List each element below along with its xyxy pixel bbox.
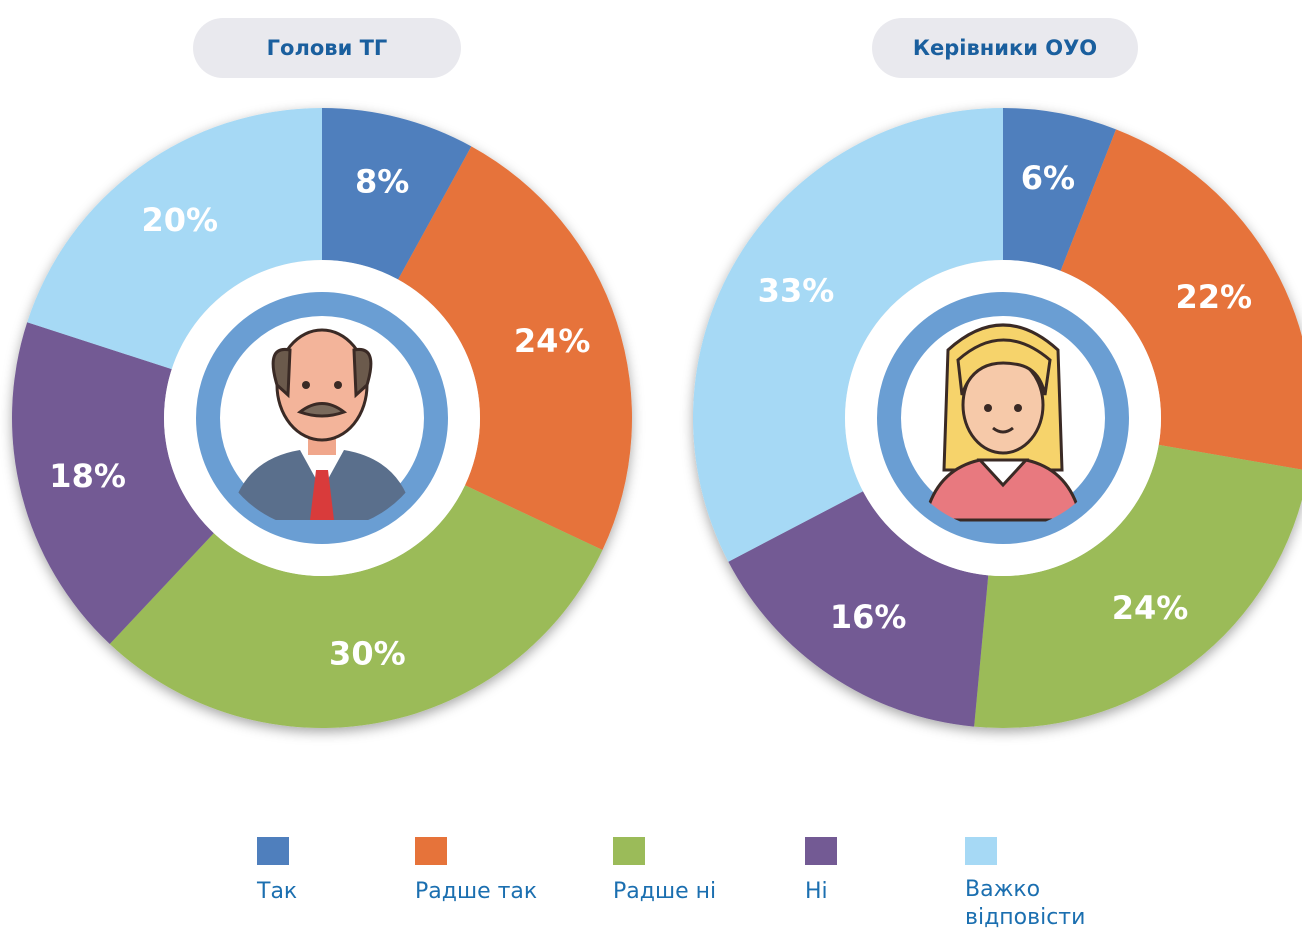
donut-segment (692, 108, 1003, 562)
donut-segment (27, 108, 322, 370)
donut-segment (1003, 108, 1117, 271)
data-label: 24% (1112, 589, 1189, 627)
legend-swatch (805, 837, 837, 865)
chart-title: Керівники ОУО (913, 36, 1097, 60)
legend-label: Важко відповісти (965, 877, 1086, 930)
legend-label: Ні (805, 879, 828, 904)
data-label: 8% (355, 163, 409, 201)
legend-label: Радше так (415, 879, 538, 904)
data-label: 33% (758, 272, 835, 310)
data-label: 18% (49, 457, 126, 495)
data-label: 24% (514, 322, 591, 360)
man-icon (230, 328, 414, 520)
donut (11, 108, 633, 728)
legend-swatch (415, 837, 447, 865)
title-pill (872, 18, 1138, 78)
donut-segment (1060, 129, 1302, 470)
data-label: 6% (1021, 159, 1075, 197)
legend-swatch (613, 837, 645, 865)
donut-segment (728, 491, 989, 727)
donut-segment (398, 146, 633, 550)
title-pill (193, 18, 461, 78)
donut (692, 108, 1302, 728)
chart-title: Голови ТГ (267, 36, 388, 60)
data-label: 22% (1176, 278, 1253, 316)
legend-swatch (257, 837, 289, 865)
data-label: 20% (141, 201, 218, 239)
legend-swatch (965, 837, 997, 865)
donut-segment (322, 108, 472, 280)
data-label: 16% (830, 598, 907, 636)
legend-label: Радше ні (613, 879, 717, 904)
woman-icon (923, 323, 1083, 522)
donut-segment (974, 444, 1302, 728)
legend-label: Так (257, 879, 298, 904)
donut-segment (109, 485, 603, 728)
donut-segment (11, 322, 214, 644)
data-label: 30% (329, 635, 406, 673)
